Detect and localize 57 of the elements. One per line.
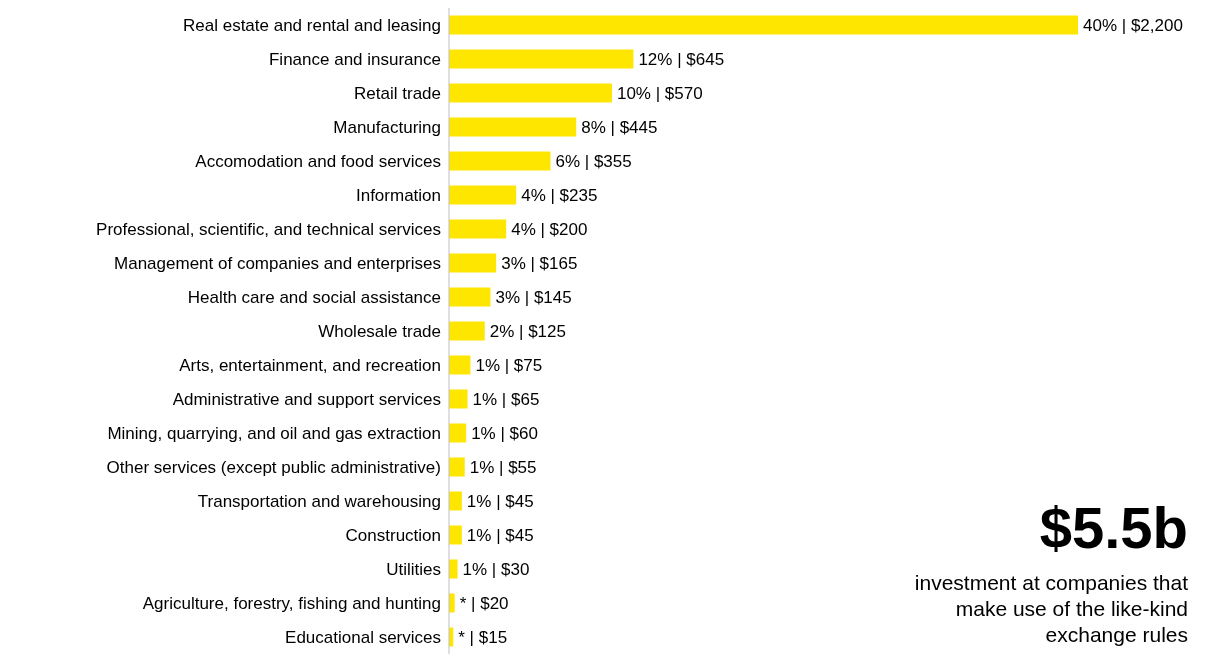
data-label: 10% | $570 bbox=[616, 84, 703, 104]
y-tick-label: Manufacturing bbox=[333, 118, 441, 138]
bar bbox=[449, 185, 517, 205]
bar bbox=[449, 389, 468, 409]
bar bbox=[449, 287, 491, 307]
data-label: 40% | $2,200 bbox=[1083, 16, 1183, 36]
data-label: 1% | $55 bbox=[469, 458, 537, 478]
bar bbox=[449, 49, 634, 69]
bar bbox=[449, 117, 577, 137]
data-label: 6% | $355 bbox=[555, 152, 632, 172]
data-label: 1% | $60 bbox=[471, 424, 538, 444]
y-tick-label: Management of companies and enterprises bbox=[114, 254, 441, 274]
y-tick-label: Finance and insurance bbox=[268, 50, 441, 70]
bar bbox=[449, 525, 462, 545]
data-label: 8% | $445 bbox=[581, 118, 658, 138]
y-tick-label: Mining, quarrying, and oil and gas extraction bbox=[107, 424, 441, 444]
data-label: * | $20 bbox=[459, 594, 509, 614]
y-tick-label: Arts, entertainment, and recreation bbox=[179, 356, 441, 376]
y-tick-label: Other services (except public administrative) bbox=[106, 458, 441, 478]
annotation: $5.5b bbox=[1039, 495, 1188, 560]
annotation: investment at companies that make use of the like-kind exchange rules bbox=[913, 570, 1188, 648]
y-tick-label: Agriculture, forestry, fishing and hunting bbox=[142, 594, 441, 614]
bar bbox=[449, 457, 465, 477]
data-label: 3% | $165 bbox=[501, 254, 578, 274]
y-tick-label: Real estate and rental and leasing bbox=[182, 16, 441, 36]
bar bbox=[449, 491, 462, 511]
data-label: 1% | $45 bbox=[466, 526, 534, 546]
y-tick-label: Information bbox=[355, 186, 441, 206]
bar bbox=[449, 83, 612, 103]
bar bbox=[449, 15, 1078, 35]
bar bbox=[449, 423, 467, 443]
data-label: 1% | $30 bbox=[462, 560, 530, 580]
y-tick-label: Administrative and support services bbox=[172, 390, 441, 410]
y-tick-label: Health care and social assistance bbox=[187, 288, 441, 308]
y-tick-label: Educational services bbox=[285, 628, 441, 648]
data-label: 1% | $45 bbox=[466, 492, 534, 512]
y-tick-label: Construction bbox=[345, 526, 441, 546]
bar bbox=[449, 355, 471, 375]
y-tick-label: Utilities bbox=[386, 560, 441, 580]
data-label: 1% | $75 bbox=[475, 356, 543, 376]
data-label: 2% | $125 bbox=[489, 322, 566, 342]
data-label: 4% | $200 bbox=[511, 220, 588, 240]
bar bbox=[449, 151, 551, 171]
y-tick-label: Professional, scientific, and technical services bbox=[96, 220, 441, 240]
data-label: 12% | $645 bbox=[638, 50, 725, 70]
bar bbox=[449, 559, 458, 579]
data-label: 4% | $235 bbox=[521, 186, 598, 206]
data-label: 3% | $145 bbox=[495, 288, 572, 308]
data-label: 1% | $65 bbox=[472, 390, 540, 410]
y-tick-label: Accomodation and food services bbox=[195, 152, 441, 172]
bar bbox=[449, 219, 507, 239]
y-tick-label: Wholesale trade bbox=[318, 322, 441, 342]
data-label: * | $15 bbox=[458, 628, 508, 648]
bar bbox=[449, 253, 497, 273]
bar bbox=[449, 321, 485, 341]
y-tick-label: Transportation and warehousing bbox=[197, 492, 441, 512]
y-tick-label: Retail trade bbox=[354, 84, 441, 104]
